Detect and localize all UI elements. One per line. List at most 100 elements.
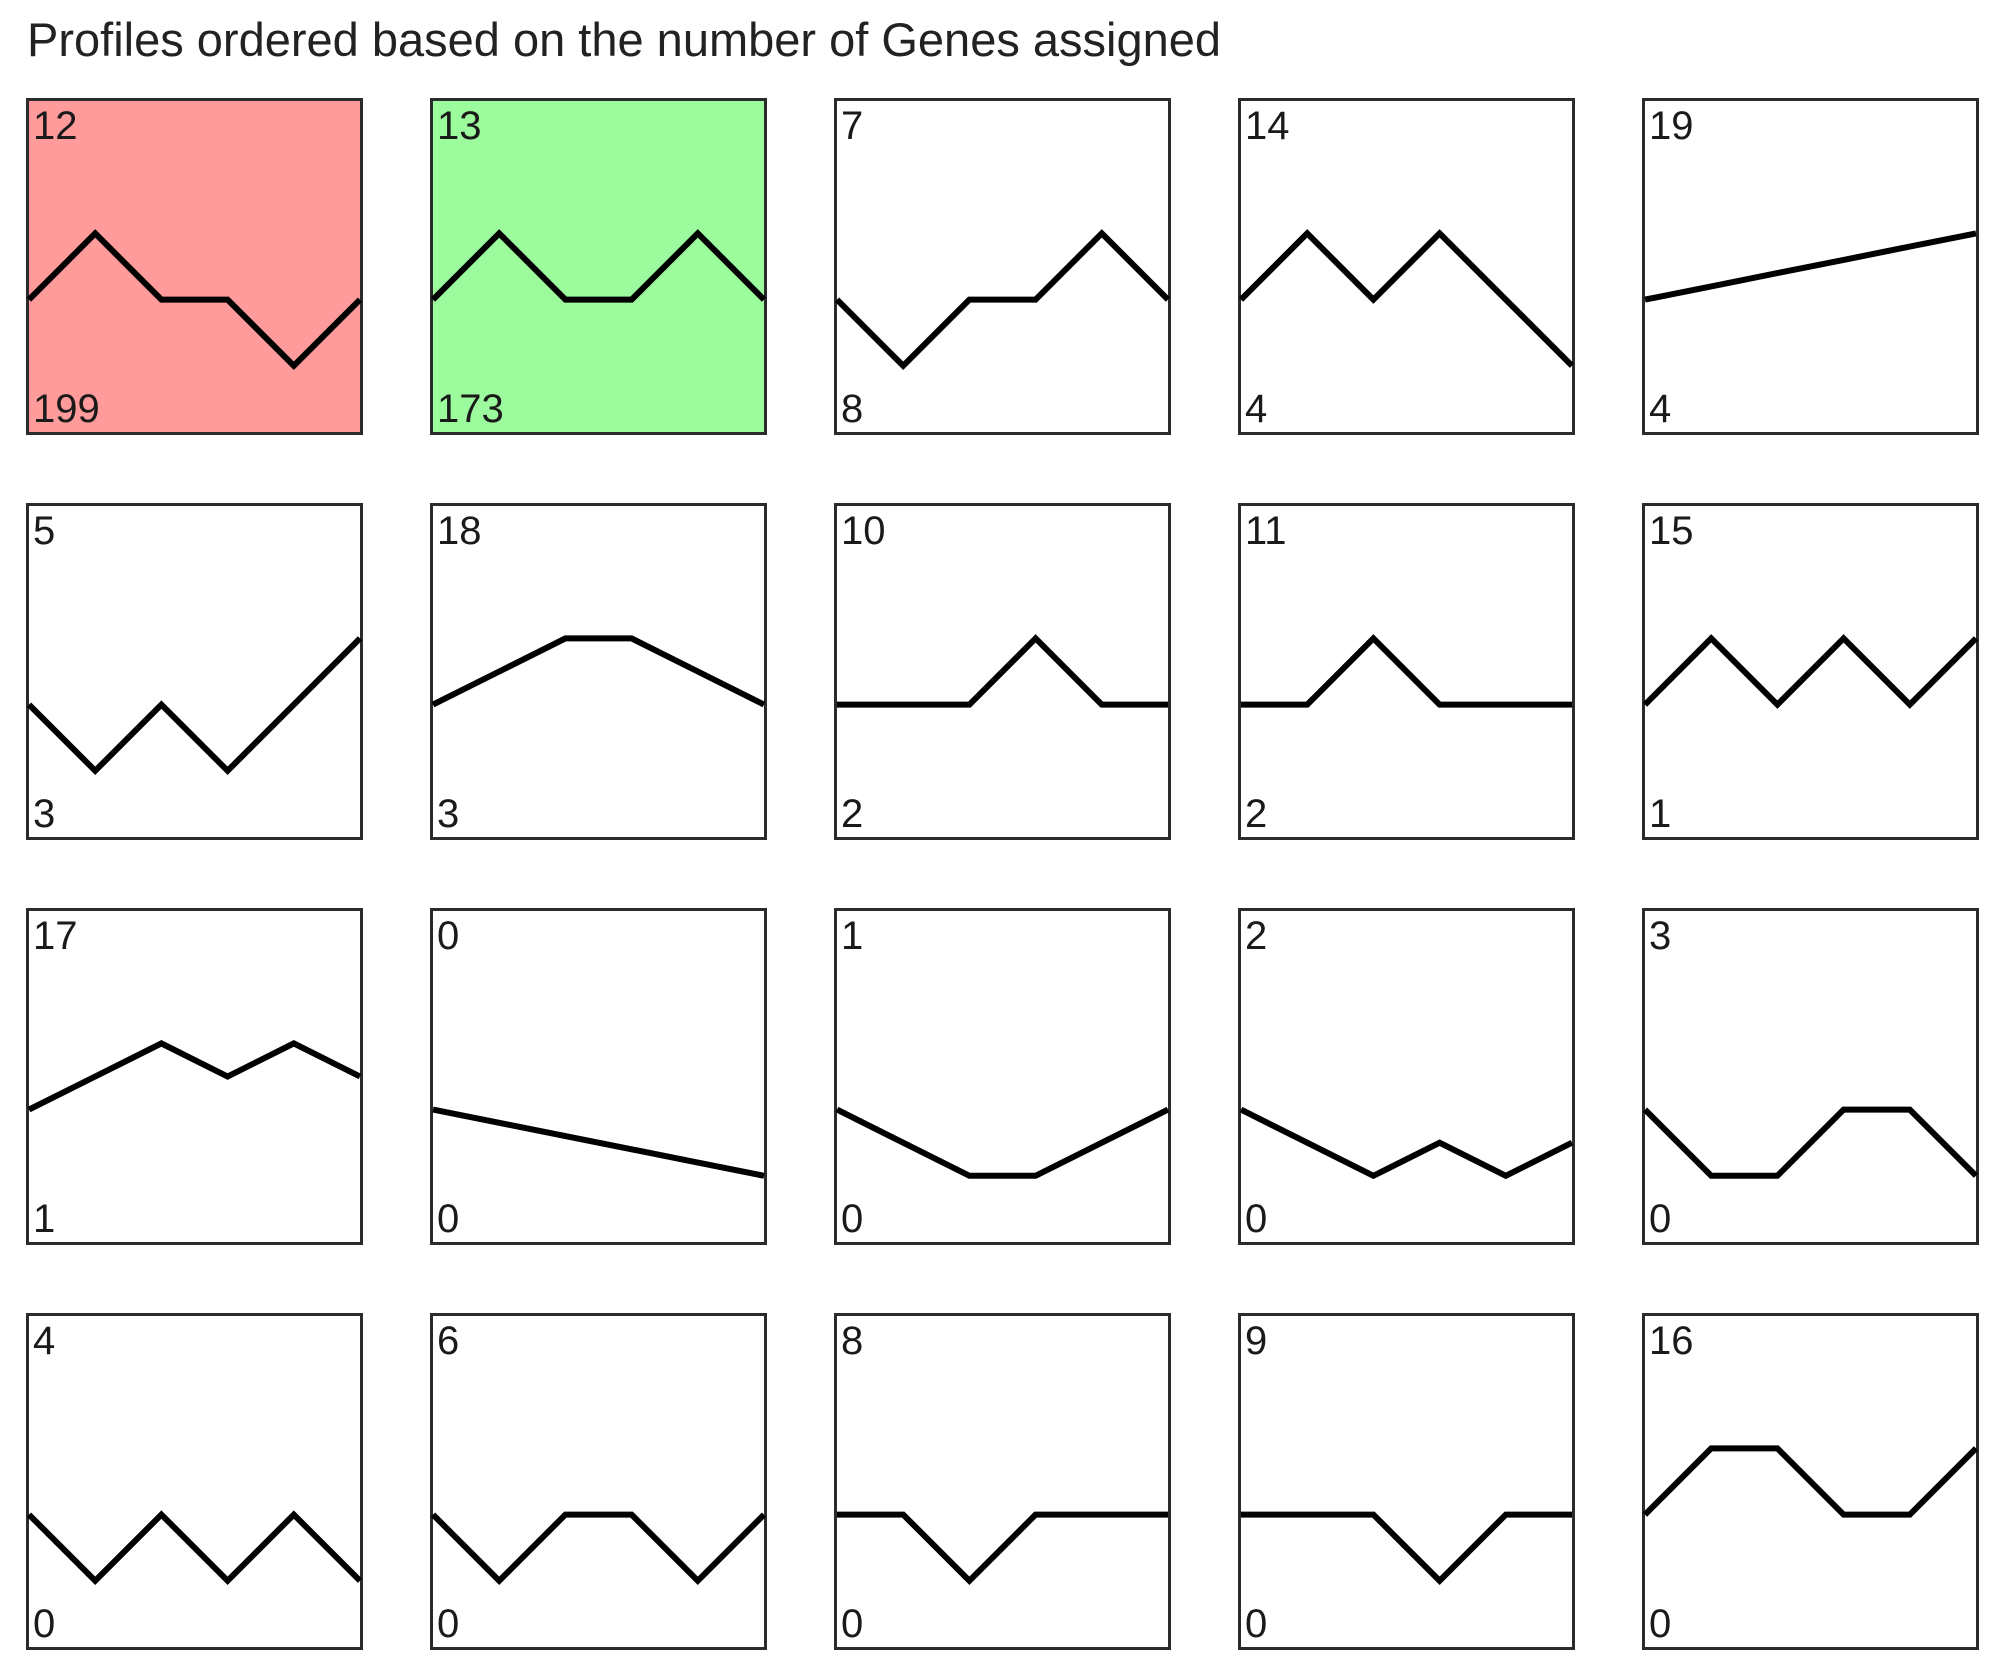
profile-id-label: 17 [33,914,78,958]
profile-plot [1239,1106,1574,1180]
profile-id-label: 2 [1245,914,1268,958]
profile-box[interactable]: 11 2 [1238,503,1575,840]
profile-line [1239,1106,1574,1180]
profile-plot [1238,229,1575,368]
profile-id-label: 8 [841,1319,864,1363]
profile-line [1642,1445,1979,1518]
gene-count-label: 0 [1649,1602,1672,1646]
gene-count-label: 3 [33,792,56,836]
profile-id-label: 6 [437,1319,460,1363]
profile-box[interactable]: 16 0 [1642,1313,1979,1650]
profile-plot [1642,1106,1979,1179]
profile-line [1644,230,1977,303]
gene-count-label: 0 [437,1602,460,1646]
profile-line [431,635,766,708]
profile-id-label: 18 [437,509,482,553]
profile-id-label: 5 [33,509,56,553]
profile-plot [1644,230,1977,303]
profile-id-label: 1 [841,914,864,958]
profile-id-label: 9 [1245,1319,1268,1363]
gene-count-label: 1 [1649,792,1672,836]
gene-count-label: 8 [841,387,864,431]
profile-line [430,229,767,303]
profile-box[interactable]: 10 2 [834,503,1171,840]
profile-plot [26,229,363,371]
profile-id-label: 19 [1649,104,1694,148]
gene-count-label: 199 [33,387,100,431]
gene-count-label: 2 [1245,792,1268,836]
profile-grid: 12 199 13 173 7 8 14 4 19 4 5 3 18 3 10 2 11 2 15 1 17 1 0 0 1 0 2… [26,98,1979,1654]
profile-line [835,1106,1170,1179]
profile-id-label: 3 [1649,914,1672,958]
profile-plot [1642,1445,1979,1518]
profile-id-label: 4 [33,1319,56,1363]
gene-count-label: 0 [1245,1197,1268,1241]
chart-title: Profiles ordered based on the number of … [27,13,1222,66]
gene-count-label: 173 [437,387,504,431]
profile-plot [431,635,766,708]
profile-plot [27,1040,362,1113]
profile-line [26,1510,363,1586]
gene-count-label: 2 [841,792,864,836]
profile-line [837,1511,1168,1586]
profile-id-label: 16 [1649,1319,1694,1363]
profile-box[interactable]: 14 4 [1238,98,1575,435]
profile-line [1238,229,1575,368]
profile-line [27,1040,362,1113]
profile-box[interactable]: 19 4 [1642,98,1979,435]
profile-line [837,634,1168,708]
profile-id-label: 10 [841,509,886,553]
gene-count-label: 0 [841,1602,864,1646]
profile-plot [1241,1511,1572,1586]
profile-plot [430,1511,767,1586]
profile-line [1642,1106,1979,1179]
profile-plot [430,229,767,303]
profile-id-label: 14 [1245,104,1290,148]
profile-line [26,636,363,776]
profile-box[interactable]: 18 3 [430,503,767,840]
gene-count-label: 0 [841,1197,864,1241]
profile-id-label: 7 [841,104,864,148]
gene-count-label: 3 [437,792,460,836]
profile-box[interactable]: 17 1 [26,908,363,1245]
profile-box[interactable]: 15 1 [1642,503,1979,840]
profile-plot [1241,634,1572,708]
profile-plot [835,1106,1170,1179]
profile-plot [26,636,363,776]
profile-id-label: 13 [437,104,482,148]
profile-line [1241,634,1572,708]
profile-line [834,229,1171,371]
profile-box[interactable]: 12 199 [26,98,363,435]
profile-id-label: 15 [1649,509,1694,553]
profile-line [26,229,363,371]
profile-plot [1642,634,1979,709]
gene-count-label: 0 [33,1602,56,1646]
profile-line [1642,634,1979,709]
profile-id-label: 11 [1245,509,1287,553]
profile-line [430,1511,767,1586]
gene-count-label: 4 [1649,387,1672,431]
profile-id-label: 0 [437,914,460,958]
profile-box[interactable]: 13 173 [430,98,767,435]
profile-plot [837,634,1168,708]
profile-id-label: 12 [33,104,78,148]
gene-count-label: 0 [437,1197,460,1241]
profile-plot [837,1511,1168,1586]
profile-plot [834,229,1171,371]
gene-count-label: 0 [1649,1197,1672,1241]
profile-plot [432,1106,765,1179]
profile-line [1241,1511,1572,1586]
profile-line [432,1106,765,1179]
profile-plot [26,1510,363,1586]
gene-count-label: 4 [1245,387,1268,431]
